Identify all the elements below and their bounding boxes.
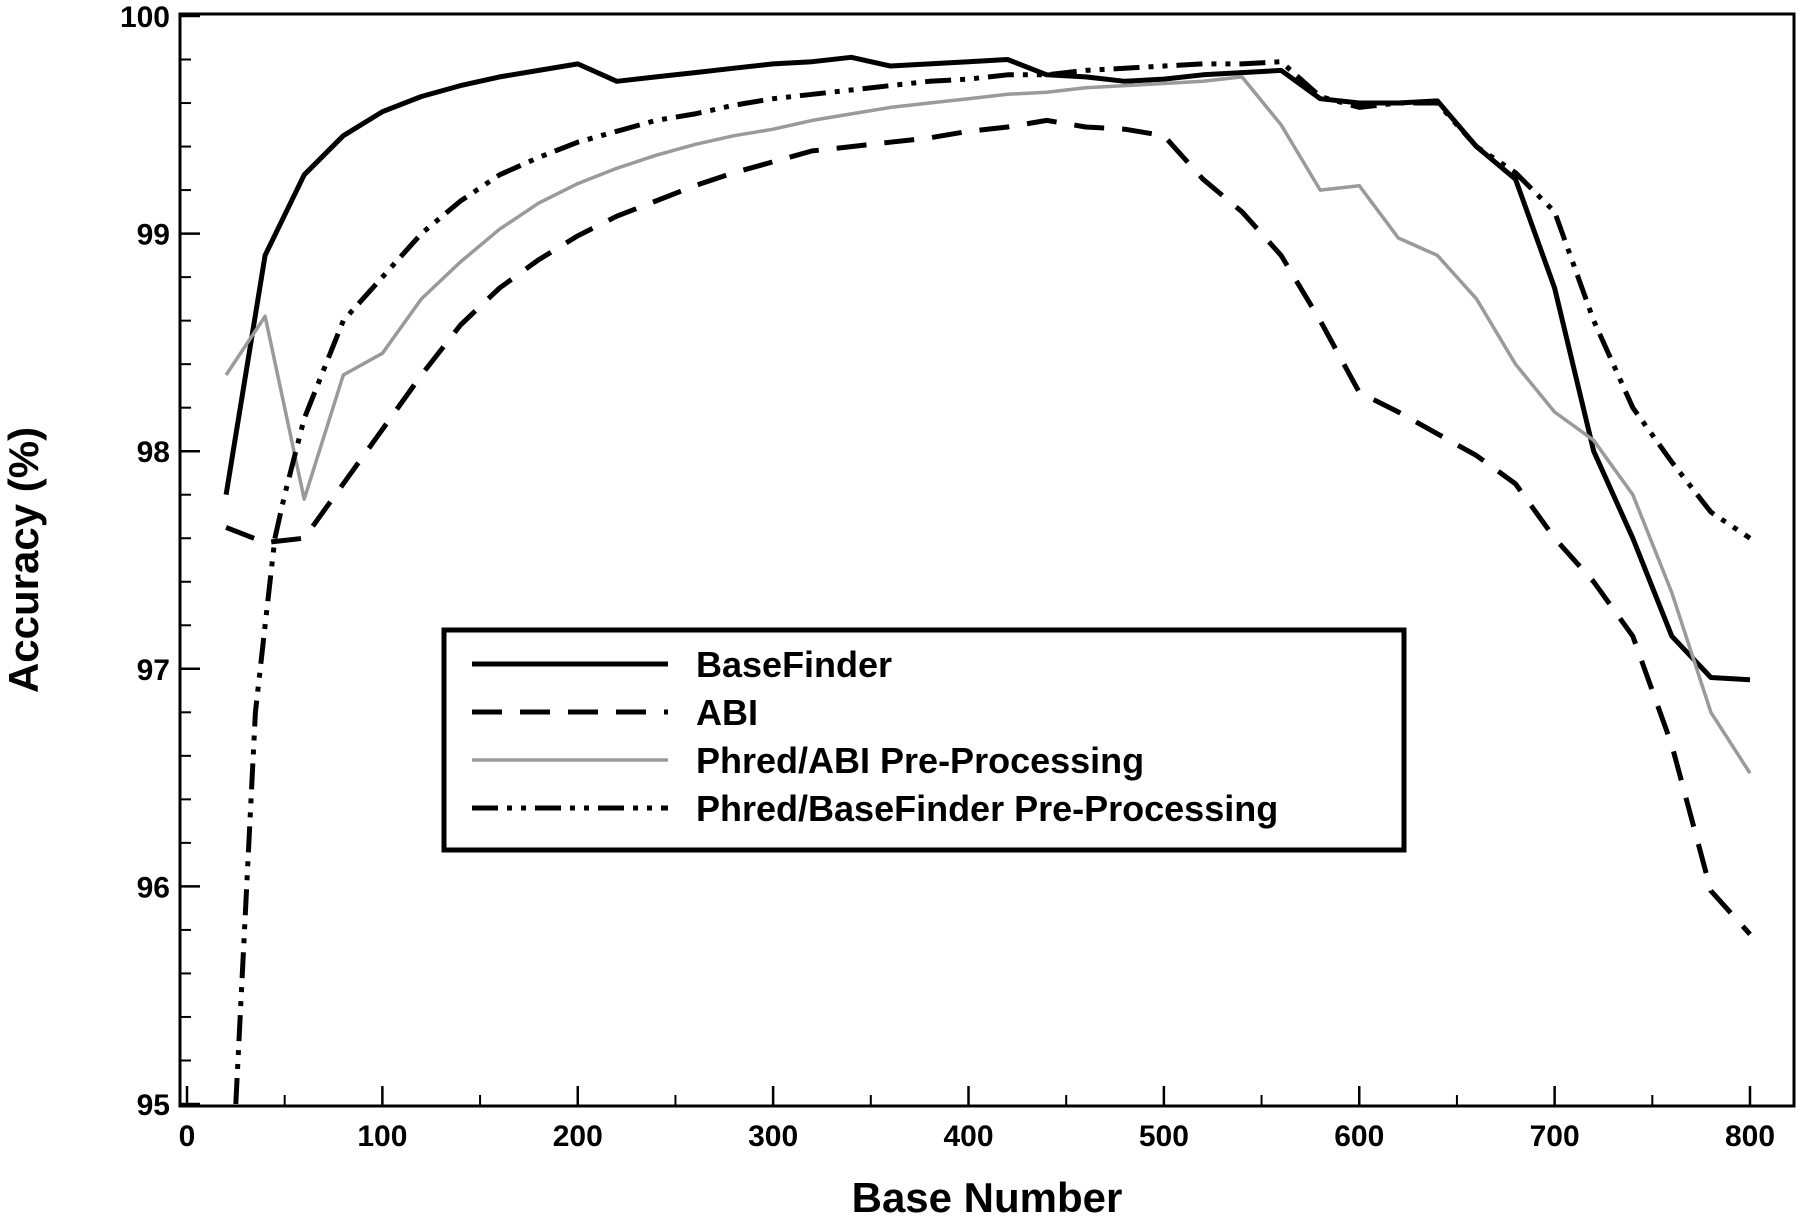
y-tick-label: 100 <box>120 1 170 34</box>
legend-box <box>441 627 1407 853</box>
y-tick-label: 97 <box>137 654 170 687</box>
series-line-1 <box>223 54 1751 683</box>
x-tick-label: 300 <box>748 1120 798 1153</box>
x-tick-label: 400 <box>943 1120 993 1153</box>
legend-items: BaseFinder ABI Phred/ABI Pre-Processing Phr… <box>472 644 1278 829</box>
y-tick-label: 98 <box>137 436 170 469</box>
series-layer <box>223 54 1752 1105</box>
series-line-2 <box>225 117 1752 936</box>
legend: BaseFinder ABI Phred/ABI Pre-Processing Phr… <box>441 627 1407 853</box>
series-line-4 <box>233 59 1752 1105</box>
y-tick-label: 95 <box>137 1089 170 1122</box>
axis-ticks: 0 100 200 300 400 500 600 700 800 95 96 97 98 99 100 <box>120 1 1775 1153</box>
x-tick-label: 800 <box>1725 1120 1775 1153</box>
plot-frame <box>178 12 1796 1108</box>
x-tick-label: 0 <box>179 1120 196 1153</box>
x-tick-label: 700 <box>1530 1120 1580 1153</box>
x-axis-title: Base Number <box>852 1174 1123 1221</box>
legend-label: ABI <box>696 692 758 733</box>
legend-label: Phred/BaseFinder Pre-Processing <box>696 788 1278 829</box>
legend-label: Phred/ABI Pre-Processing <box>696 740 1144 781</box>
x-tick-label: 200 <box>553 1120 603 1153</box>
x-tick-label: 500 <box>1139 1120 1189 1153</box>
legend-label: BaseFinder <box>696 644 892 685</box>
y-tick-label: 99 <box>137 219 170 252</box>
y-tick-label: 96 <box>137 871 170 904</box>
y-axis-title: Accuracy (%) <box>0 427 47 693</box>
x-tick-label: 600 <box>1334 1120 1384 1153</box>
x-tick-label: 100 <box>357 1120 407 1153</box>
series-line-3 <box>224 75 1752 775</box>
